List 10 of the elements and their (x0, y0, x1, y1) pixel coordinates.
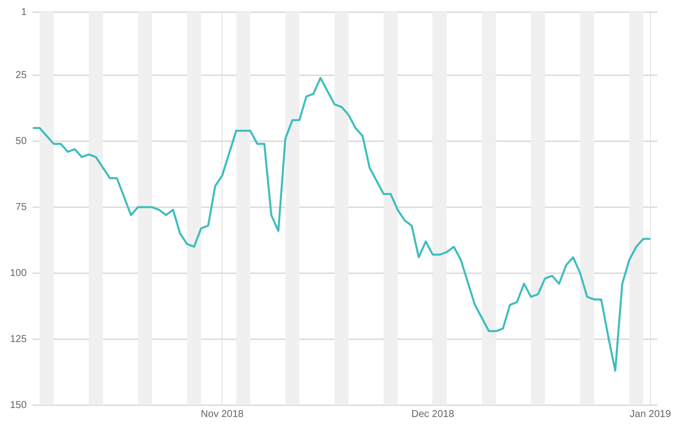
x-tick-label: Nov 2018 (200, 408, 244, 420)
y-tick-label: 50 (16, 136, 28, 147)
x-tick-label: Jan 2019 (630, 408, 672, 420)
y-tick-label: 150 (10, 400, 28, 411)
y-tick-label: 100 (10, 268, 28, 279)
y-tick-label: 75 (16, 202, 28, 213)
y-tick-label: 125 (10, 334, 28, 345)
y-tick-label: 1 (21, 6, 28, 18)
x-tick-label: Dec 2018 (411, 408, 455, 420)
y-tick-label: 25 (16, 70, 28, 82)
